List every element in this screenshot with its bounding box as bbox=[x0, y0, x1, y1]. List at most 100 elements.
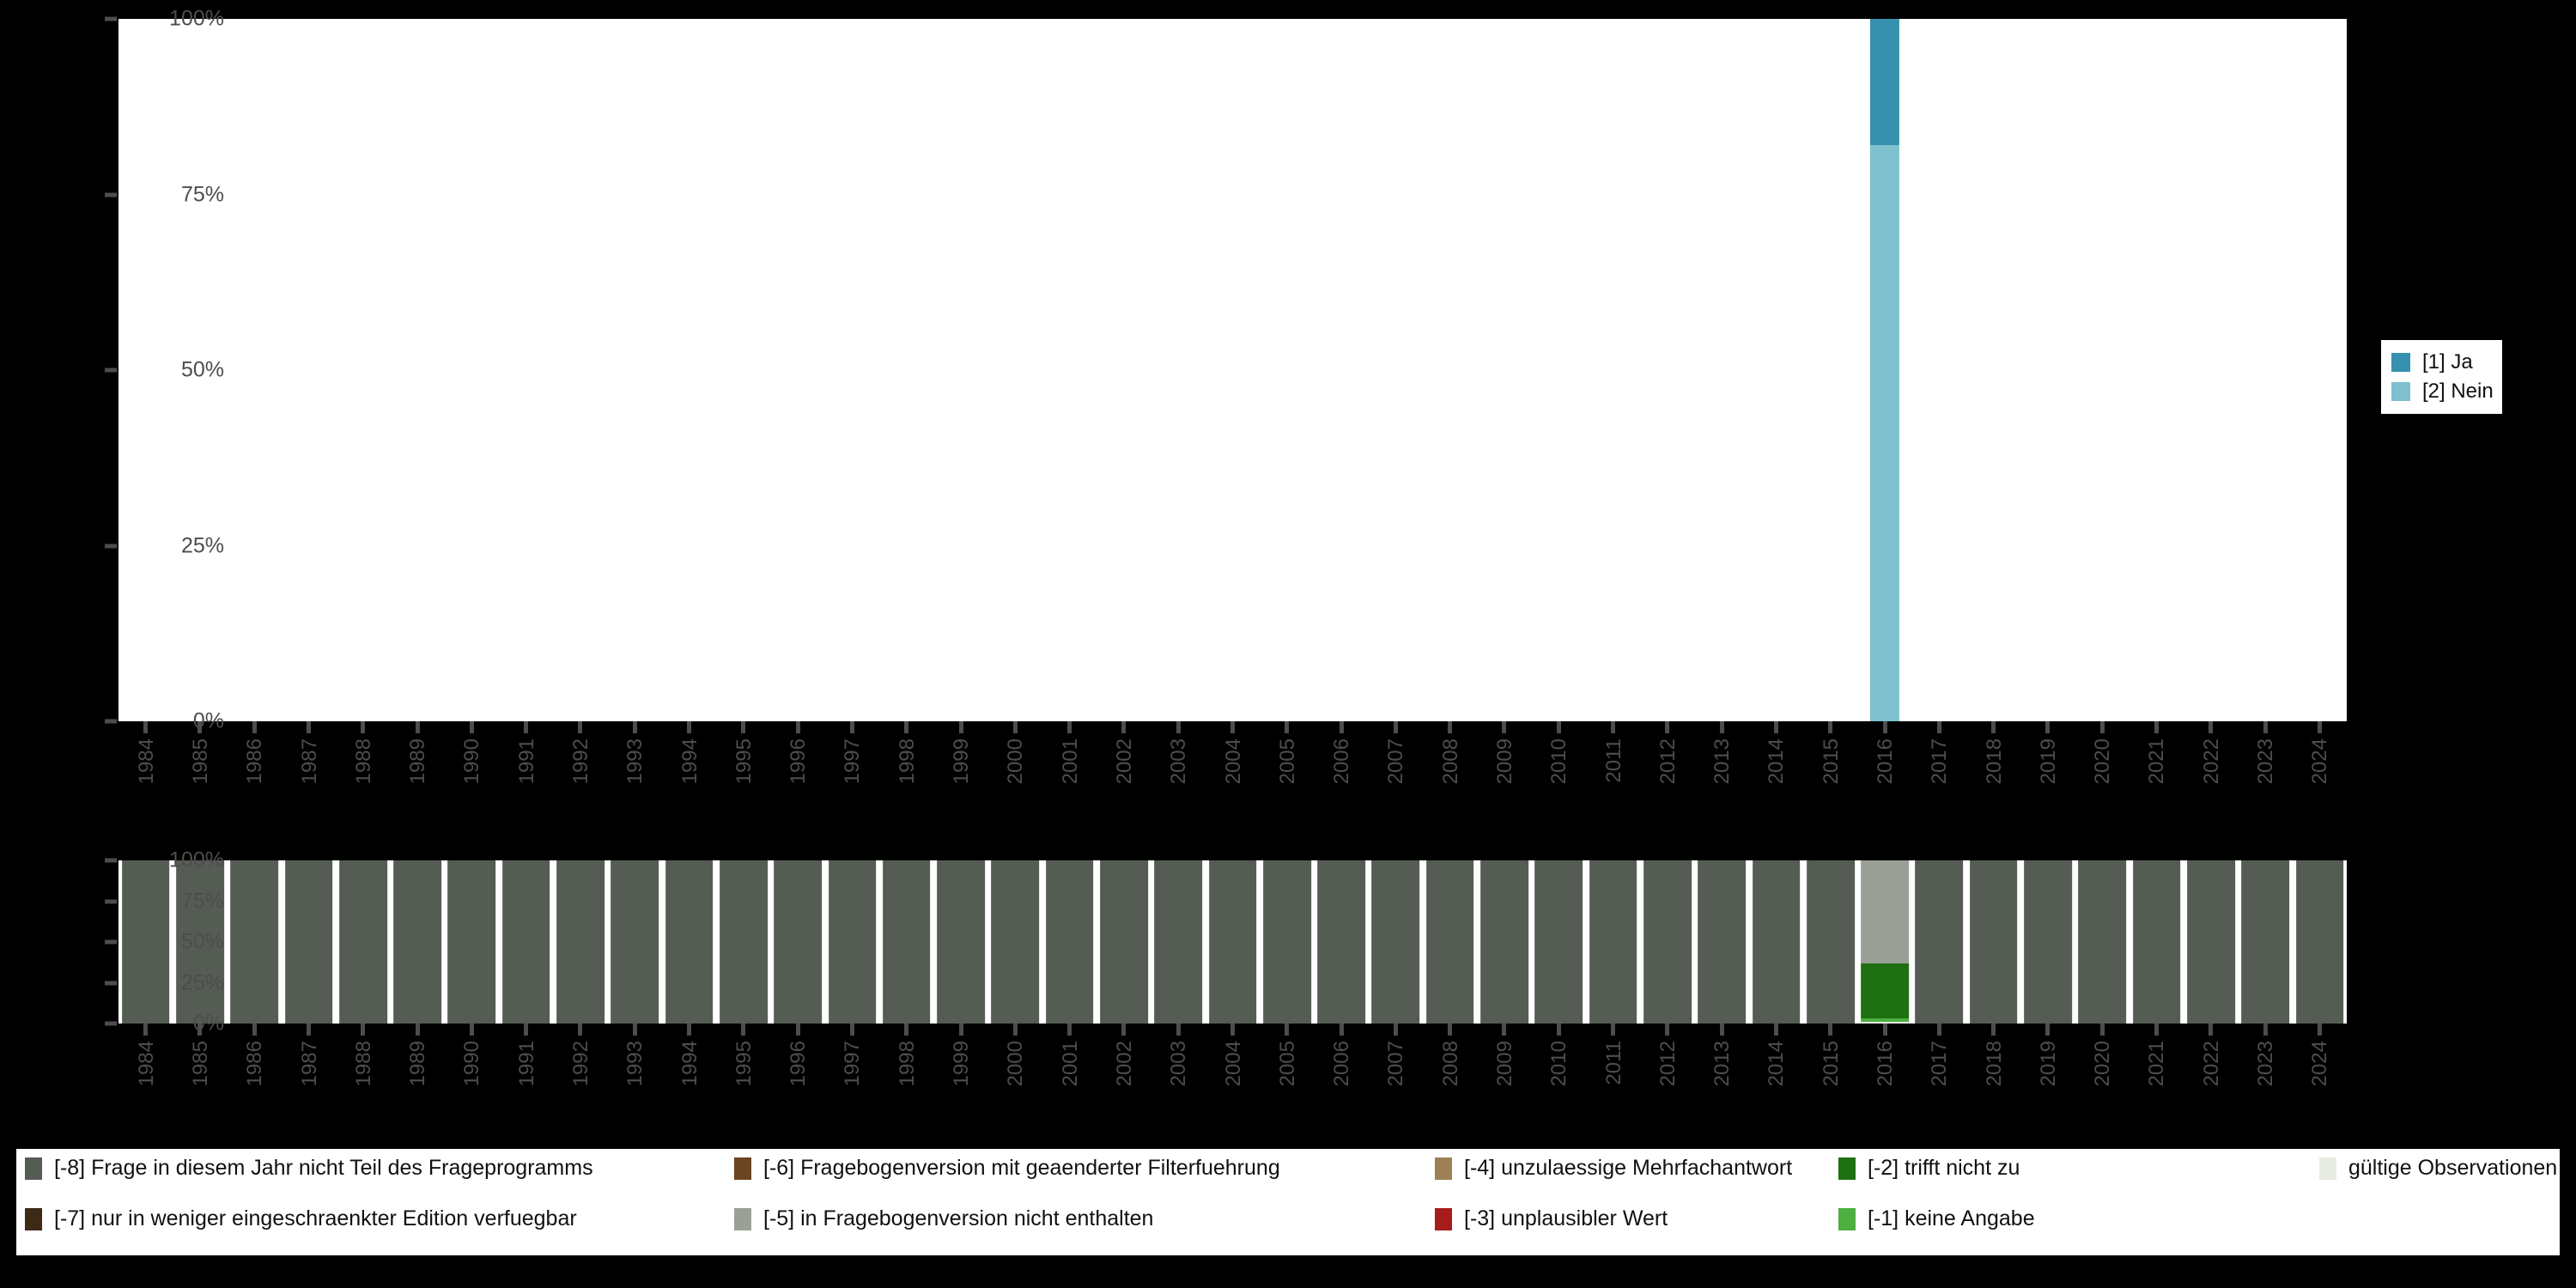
x-axis-tick-label: 1996 bbox=[787, 1041, 811, 1087]
x-axis-tick-label: 1987 bbox=[297, 738, 321, 785]
bottom-bar-column bbox=[1749, 860, 1803, 1024]
x-axis-tick-mark bbox=[1339, 721, 1344, 733]
stacked-bar bbox=[774, 860, 823, 1024]
stacked-bar bbox=[991, 860, 1040, 1024]
y-axis-tick-label: 25% bbox=[180, 970, 224, 994]
top-bar-column bbox=[1206, 19, 1260, 721]
x-axis-tick-label: 2023 bbox=[2254, 1041, 2278, 1087]
top-bar-column bbox=[1423, 19, 1477, 721]
bottom-bar-column bbox=[2239, 860, 2293, 1024]
bar-segment bbox=[2132, 860, 2181, 1024]
top-bar-column bbox=[1966, 19, 2020, 721]
bar-segment bbox=[2187, 860, 2235, 1024]
stacked-bar bbox=[1000, 19, 1030, 721]
legend-item[interactable]: [1] Ja bbox=[2391, 350, 2494, 374]
bar-segment bbox=[1861, 963, 1909, 1019]
legend-item[interactable]: [-1] keine Angabe bbox=[1838, 1206, 2035, 1231]
x-axis-tick-label: 2013 bbox=[1710, 738, 1735, 785]
bar-segment bbox=[2295, 860, 2344, 1024]
stacked-bar bbox=[501, 860, 550, 1024]
x-axis-tick-mark bbox=[469, 1024, 474, 1036]
x-axis-tick-label: 1999 bbox=[950, 738, 974, 785]
x-axis-tick-mark bbox=[1991, 1024, 1996, 1036]
legend-item[interactable]: [2] Nein bbox=[2391, 380, 2494, 404]
x-axis-tick-mark bbox=[1556, 721, 1561, 733]
stacked-bar bbox=[675, 19, 704, 721]
bar-segment bbox=[1861, 1018, 1909, 1022]
stacked-bar bbox=[393, 860, 441, 1024]
stacked-bar bbox=[892, 19, 921, 721]
y-axis-tick-mark bbox=[105, 368, 117, 373]
legend-item[interactable]: [-2] trifft nicht zu bbox=[1838, 1156, 2020, 1181]
bar-segment bbox=[1317, 860, 1366, 1024]
bar-segment bbox=[1371, 860, 1420, 1024]
legend-item-label: [2] Nein bbox=[2422, 380, 2494, 403]
top-bar-column bbox=[553, 19, 607, 721]
legend-item-label: [-4] unzulaessige Mehrfachantwort bbox=[1464, 1156, 1793, 1180]
x-axis-tick-label: 1995 bbox=[732, 1041, 756, 1087]
top-bar-column bbox=[825, 19, 879, 721]
x-axis-tick-label: 2018 bbox=[1982, 738, 2006, 785]
bar-segment bbox=[1870, 19, 1900, 146]
legend-item[interactable]: [-5] in Fragebogenversion nicht enthalte… bbox=[734, 1206, 1153, 1231]
legend-item[interactable]: [-8] Frage in diesem Jahr nicht Teil des… bbox=[25, 1156, 593, 1181]
x-axis-tick-label: 2012 bbox=[1656, 1041, 1680, 1087]
bar-segment bbox=[393, 860, 441, 1024]
bar-segment bbox=[1915, 860, 1964, 1024]
legend-item[interactable]: gültige Observationen bbox=[2319, 1156, 2557, 1181]
stacked-bar bbox=[1154, 860, 1203, 1024]
stacked-bar bbox=[2087, 19, 2117, 721]
x-axis-tick-label: 2019 bbox=[2036, 738, 2060, 785]
x-axis-tick-label: 2016 bbox=[1874, 1041, 1897, 1087]
bottom-bar-column bbox=[499, 860, 553, 1024]
legend-item[interactable]: [-4] unzulaessige Mehrfachantwort bbox=[1435, 1156, 1792, 1181]
stacked-bar bbox=[1915, 860, 1964, 1024]
x-axis-tick-mark bbox=[1882, 721, 1887, 733]
bar-segment bbox=[1208, 860, 1257, 1024]
x-axis-tick-mark bbox=[1719, 1024, 1724, 1036]
stacked-bar bbox=[284, 860, 333, 1024]
stacked-bar bbox=[176, 860, 224, 1024]
stacked-bar bbox=[1273, 19, 1302, 721]
x-axis-tick-label: 2012 bbox=[1656, 738, 1680, 785]
x-axis-tick-mark bbox=[1230, 721, 1235, 733]
y-axis-tick-label: 50% bbox=[180, 929, 224, 954]
legend-item[interactable]: [-6] Fragebogenversion mit geaenderter F… bbox=[734, 1156, 1280, 1181]
x-axis-tick-mark bbox=[687, 1024, 692, 1036]
legend-item[interactable]: [-3] unplausibler Wert bbox=[1435, 1206, 1668, 1231]
x-axis-tick-label: 2004 bbox=[1221, 1041, 1245, 1087]
x-axis-tick-label: 1989 bbox=[406, 738, 430, 785]
stacked-bar bbox=[1589, 860, 1637, 1024]
x-axis-tick-mark bbox=[415, 1024, 420, 1036]
x-axis-tick-label: 2017 bbox=[1928, 1041, 1952, 1087]
y-axis-tick-label: 50% bbox=[180, 357, 224, 382]
x-axis-tick-mark bbox=[632, 721, 637, 733]
stacked-bar bbox=[2024, 860, 2072, 1024]
x-axis-tick-mark bbox=[1936, 721, 1941, 733]
bottom-bar-column bbox=[118, 860, 173, 1024]
bar-segment bbox=[2078, 860, 2127, 1024]
bar-segment bbox=[774, 860, 823, 1024]
top-bar-column bbox=[1260, 19, 1314, 721]
bottom-bar-column bbox=[553, 860, 607, 1024]
x-axis-tick-label: 1999 bbox=[950, 1041, 974, 1087]
x-axis-tick-label: 1985 bbox=[188, 1041, 212, 1087]
legend-swatch-icon bbox=[1838, 1157, 1856, 1180]
stacked-bar bbox=[566, 19, 595, 721]
top-bar-column bbox=[499, 19, 553, 721]
stacked-bar bbox=[1979, 19, 2008, 721]
x-axis-tick-mark bbox=[307, 721, 312, 733]
x-axis-tick-label: 2005 bbox=[1275, 1041, 1299, 1087]
bottom-bar-column bbox=[1206, 860, 1260, 1024]
x-axis-tick-label: 2014 bbox=[1765, 738, 1789, 785]
x-axis-tick-mark bbox=[361, 1024, 366, 1036]
x-axis-tick-mark bbox=[1067, 721, 1072, 733]
bar-segment bbox=[937, 860, 985, 1024]
legend-item[interactable]: [-7] nur in weniger eingeschraenkter Edi… bbox=[25, 1206, 577, 1231]
stacked-bar bbox=[1599, 19, 1628, 721]
x-axis-tick-label: 1989 bbox=[406, 1041, 430, 1087]
bottom-bar-column bbox=[1532, 860, 1586, 1024]
bottom-bar-column bbox=[2020, 860, 2075, 1024]
bottom-bar-column bbox=[771, 860, 825, 1024]
y-axis-tick-mark bbox=[105, 544, 117, 548]
